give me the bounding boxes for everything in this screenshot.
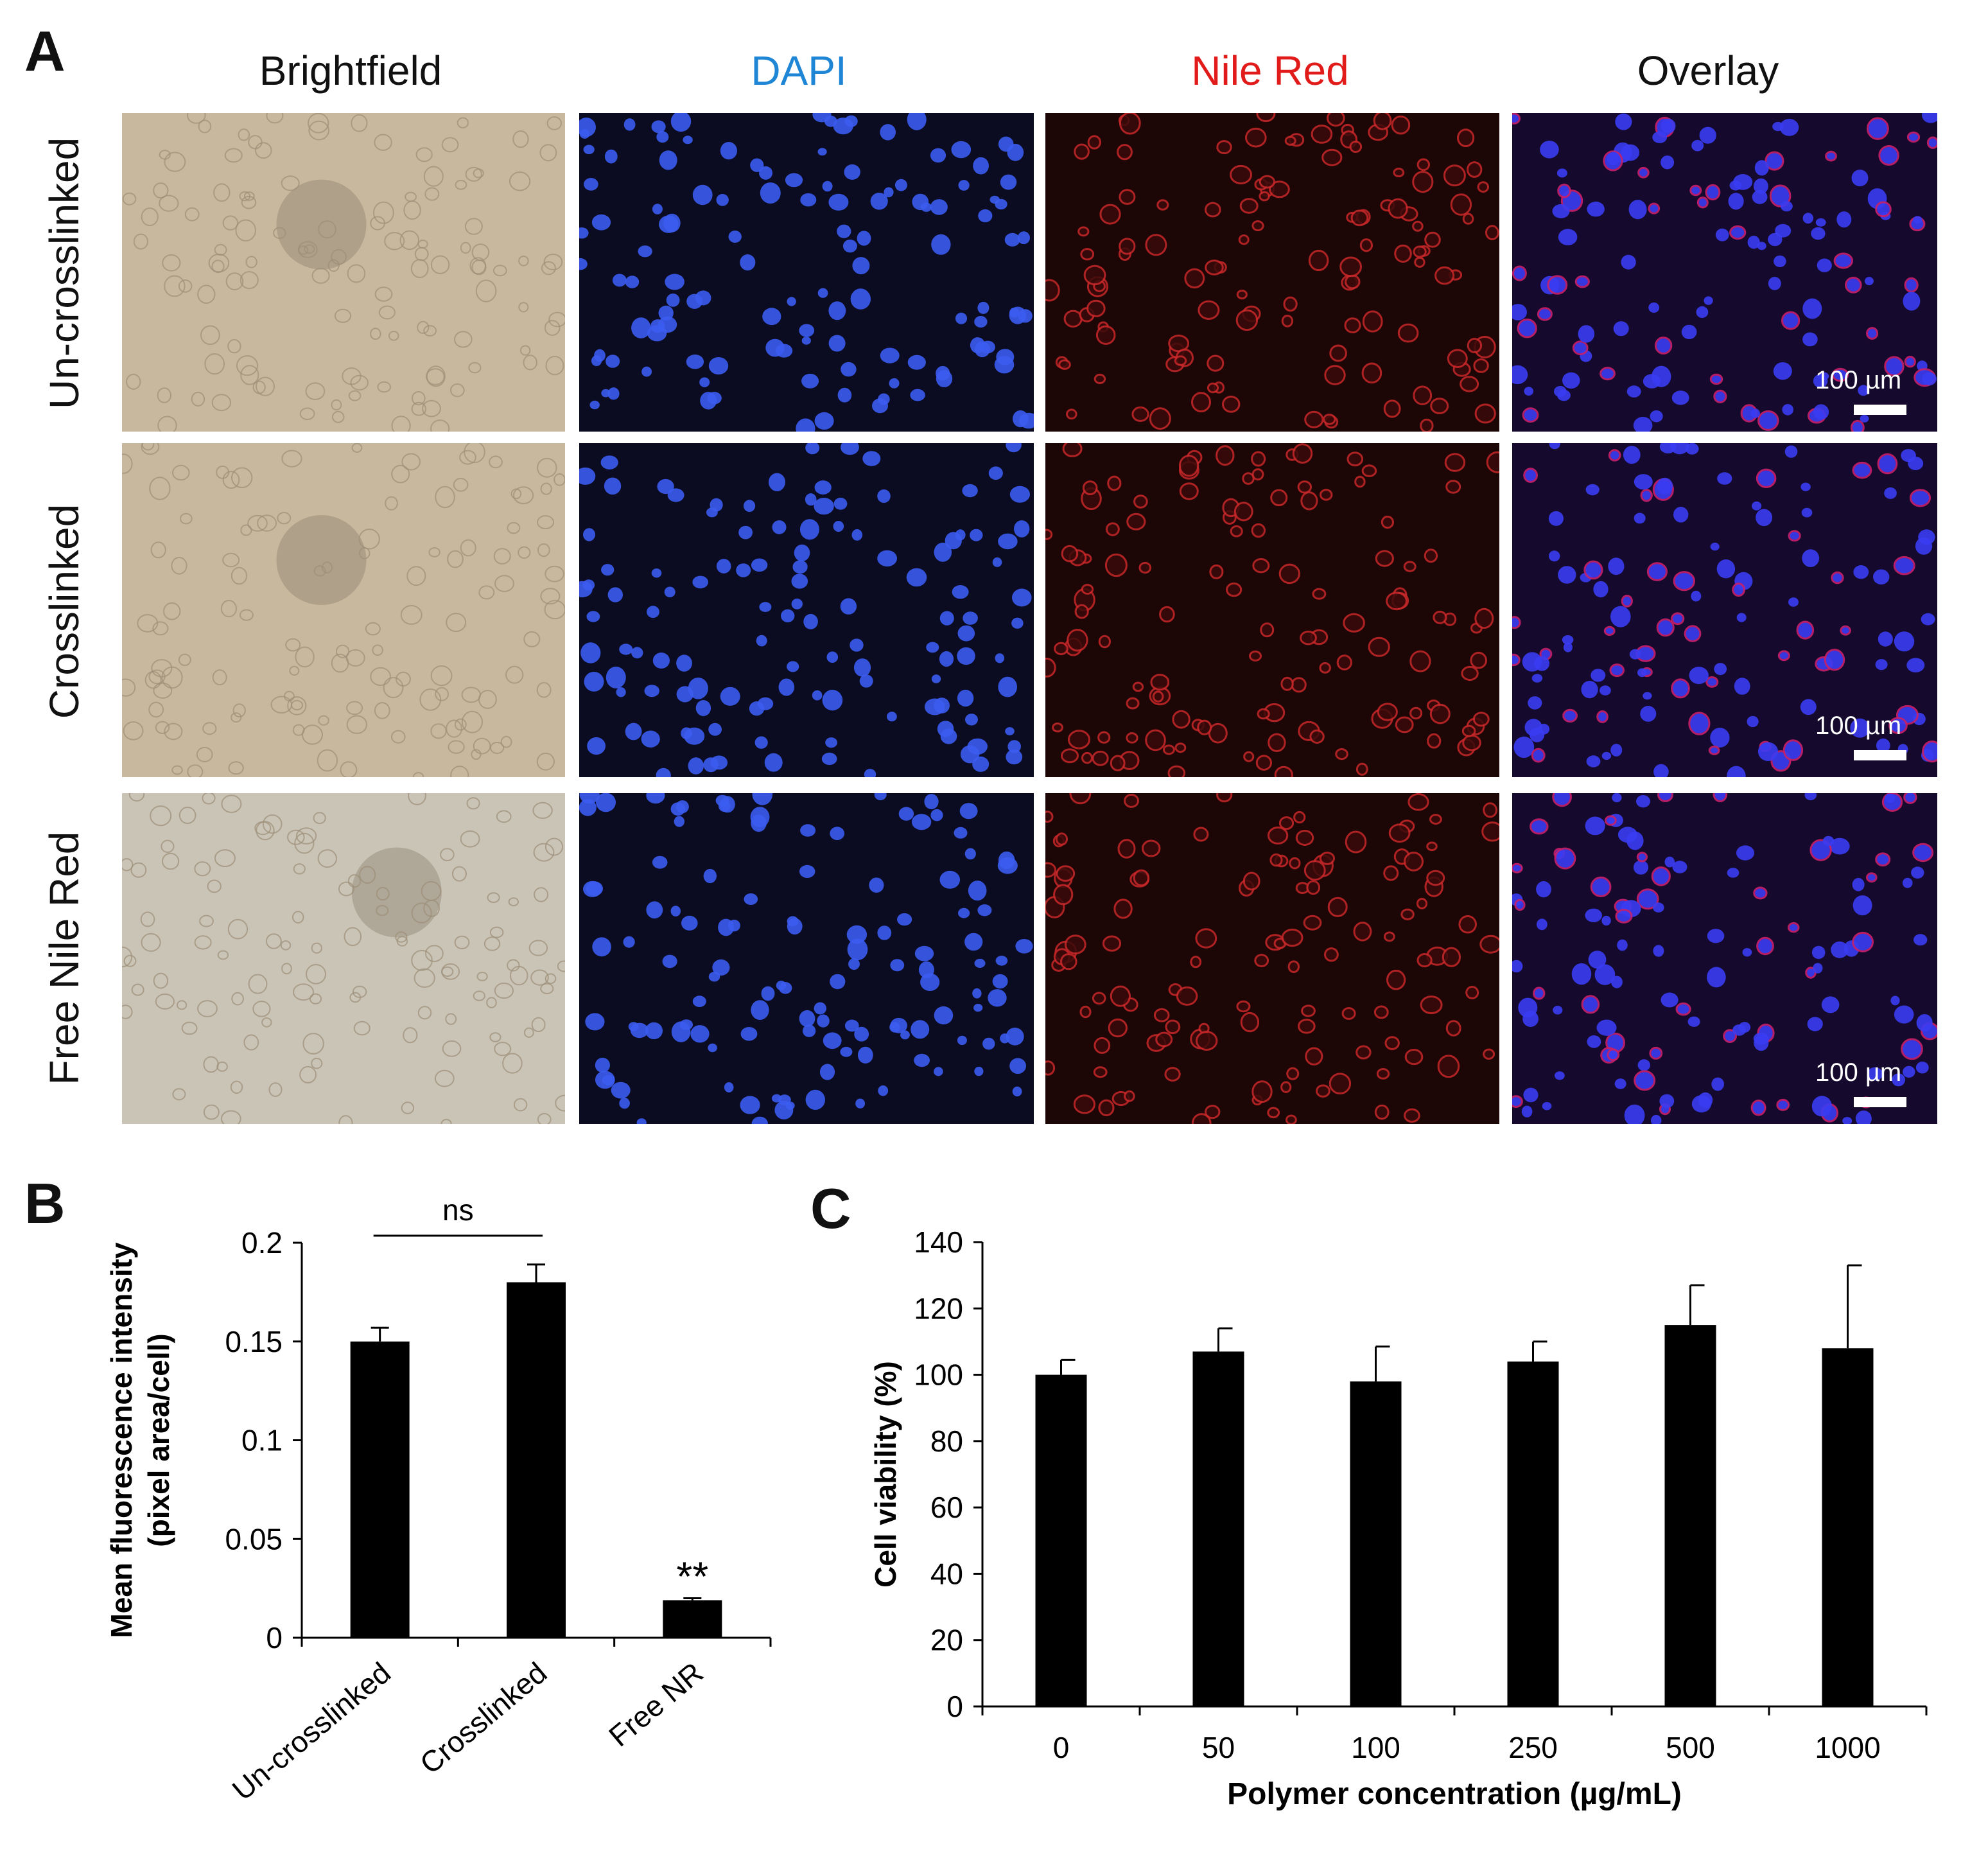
scale-bar-label: 100 µm — [1815, 366, 1902, 394]
chart-b: 0 0.05 0.1 0.15 0.2 Un-crosslinked Crosslinked… — [105, 1193, 772, 1807]
x-tick-label: 50 — [1202, 1731, 1235, 1764]
y-tick-label: 40 — [930, 1557, 963, 1590]
column-header-dapi: DAPI — [751, 48, 847, 94]
y-tick-label: 120 — [914, 1292, 963, 1325]
micrograph-un-crosslinked-overlay: 100 µm — [1512, 113, 1937, 432]
ns-label: ns — [442, 1193, 474, 1227]
scale-bar — [1854, 405, 1906, 415]
y-axis-label: Cell viability (%) — [869, 1361, 902, 1588]
y-tick-label: 60 — [930, 1491, 963, 1524]
micrograph-un-crosslinked-nile-red — [1045, 113, 1499, 432]
y-tick-label: 20 — [930, 1624, 963, 1657]
panel-b-label: B — [24, 1171, 65, 1235]
bar — [1035, 1374, 1087, 1706]
micrograph-crosslinked-brightfield — [122, 443, 565, 777]
scale-bar-label: 100 µm — [1815, 1058, 1902, 1087]
x-tick-label: 1000 — [1815, 1731, 1880, 1764]
panel-c-label: C — [810, 1177, 851, 1240]
micrograph-crosslinked-dapi — [579, 443, 1034, 777]
y-tick-label: 80 — [930, 1425, 963, 1458]
x-axis-label: Polymer concentration (µg/mL) — [1227, 1777, 1682, 1811]
scale-bar — [1854, 1097, 1906, 1107]
bar — [1822, 1348, 1874, 1706]
y-tick-label: 100 — [914, 1358, 963, 1392]
x-tick-label: 250 — [1508, 1731, 1558, 1764]
y-tick-label: 0 — [266, 1621, 283, 1654]
x-tick-label: 0 — [1053, 1731, 1070, 1764]
panel-a-label: A — [24, 19, 65, 83]
x-tick-label: 500 — [1666, 1731, 1715, 1764]
chart-c: 0 20 40 60 80 100 120 140 0 50 100 250 500 1000 Polyme… — [869, 1225, 1928, 1811]
x-tick-label: Un-crosslinked — [226, 1656, 397, 1807]
scale-bar-label: 100 µm — [1815, 712, 1902, 740]
y-tick-label: 0.1 — [241, 1424, 283, 1457]
y-tick-label: 0.05 — [225, 1522, 283, 1556]
scale-bar — [1854, 750, 1906, 760]
column-header-nile-red: Nile Red — [1191, 48, 1349, 94]
significance-label: ** — [676, 1554, 708, 1600]
micrograph-crosslinked-overlay: 100 µm — [1512, 443, 1937, 777]
micrograph-free-nile-red-brightfield — [122, 793, 565, 1124]
bar — [350, 1341, 410, 1638]
micrograph-un-crosslinked-brightfield — [122, 113, 565, 432]
y-tick-label: 0 — [946, 1690, 963, 1723]
column-header-overlay: Overlay — [1637, 48, 1779, 94]
y-tick-label: 0.2 — [241, 1226, 283, 1259]
x-tick-label: 100 — [1351, 1731, 1400, 1764]
x-tick-label: Crosslinked — [414, 1656, 554, 1780]
bar — [507, 1282, 566, 1638]
bar — [1192, 1351, 1244, 1706]
bar — [1350, 1381, 1402, 1706]
micrograph-free-nile-red-dapi — [579, 793, 1034, 1124]
row-header-crosslinked: Crosslinked — [41, 504, 87, 719]
row-header-un-crosslinked: Un-crosslinked — [41, 137, 87, 409]
y-tick-label: 140 — [914, 1225, 963, 1259]
micrograph-free-nile-red-nile-red — [1045, 793, 1499, 1124]
bar — [663, 1600, 722, 1638]
y-tick-label: 0.15 — [225, 1325, 283, 1358]
y-axis-label: Mean fluorescence intensity — [105, 1242, 138, 1638]
x-tick-label: Free NR — [602, 1656, 710, 1753]
bar — [1507, 1361, 1559, 1706]
micrograph-free-nile-red-overlay: 100 µm — [1512, 793, 1937, 1124]
y-axis-label-units: (pixel area/cell) — [142, 1333, 175, 1547]
micrograph-un-crosslinked-dapi — [579, 113, 1034, 432]
micrograph-crosslinked-nile-red — [1045, 443, 1499, 777]
row-header-free-nile-red: Free Nile Red — [41, 831, 87, 1085]
column-header-brightfield: Brightfield — [259, 48, 442, 94]
bar — [1664, 1325, 1716, 1706]
